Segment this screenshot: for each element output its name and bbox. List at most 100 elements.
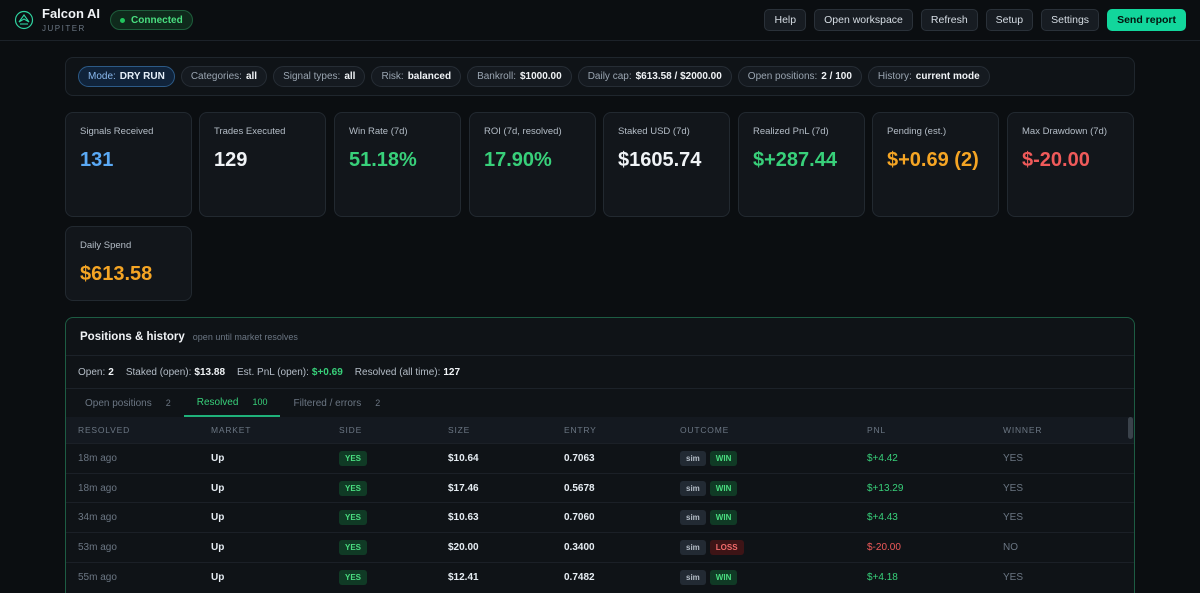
cell-resolved: 55m ago [78,571,117,583]
cell-side: YES [339,510,448,526]
tab-filtered-errors[interactable]: Filtered / errors 2 [280,389,393,417]
positions-tabs: Open positions 2 Resolved 100 Filtered / e… [66,389,1134,417]
help-button[interactable]: Help [764,9,807,31]
cell-entry: 0.5678 [564,482,595,494]
stat-value: $+287.44 [753,149,837,171]
column-header-resolved[interactable]: RESOLVED [78,425,131,435]
cell-pnl: $+4.42 [867,452,898,464]
cell-side: YES [339,450,448,466]
cell-winner: YES [1003,452,1024,464]
cell-resolved: 53m ago [78,541,117,553]
summary-resolved-all-time: Resolved (all time): 127 [355,367,460,378]
open-workspace-button[interactable]: Open workspace [814,9,913,31]
summary-staked-open: Staked (open): $13.88 [126,367,225,378]
stat-label: Trades Executed [214,126,286,137]
positions-summary: Open: 2 Staked (open): $13.88 Est. PnL (op… [66,356,1134,389]
chip-label: History: [877,71,912,82]
filter-chip-bankroll[interactable]: Bankroll: $1000.00 [467,66,572,87]
cell-market: Up [211,571,225,583]
cell-outcome: sim LOSS [680,539,867,555]
column-header-winner[interactable]: WINNER [1003,425,1043,435]
resolved-table: RESOLVED MARKET SIDE SIZE ENTRY OUTCOME … [66,417,1134,591]
mode-badge: sim [680,450,706,466]
column-header-market[interactable]: MARKET [211,425,252,435]
summary-label: Staked (open): [125,366,192,378]
cell-resolved: 18m ago [78,482,117,494]
cell-market: Up [211,512,225,524]
column-header-outcome[interactable]: OUTCOME [680,425,730,435]
chip-label: Risk: [381,71,404,82]
stat-label: Signals Received [80,126,154,137]
tab-resolved[interactable]: Resolved 100 [183,389,281,417]
stat-card-signals-received: Signals Received 131 [65,112,192,217]
table-scrollbar[interactable] [1128,417,1133,439]
stat-card-staked-usd: Staked USD (7d) $1605.74 [603,112,730,217]
stat-label: Daily Spend [80,240,132,251]
header-actions: Help Open workspace Refresh Setup Settin… [764,9,1186,31]
status-dot-icon [120,17,126,23]
cell-entry: 0.7063 [564,452,595,464]
setup-button[interactable]: Setup [985,9,1034,31]
filter-chip-daily-cap[interactable]: Daily cap: $613.58 / $2000.00 [577,66,732,87]
cell-size: $10.64 [448,452,479,464]
connection-status-badge: Connected [110,10,193,30]
table-row[interactable]: 34m ago Up YES $10.63 0.7060 sim WIN $+4.… [66,502,1134,532]
cell-side: YES [339,539,448,555]
chip-value: balanced [407,71,452,82]
cell-resolved: 34m ago [78,512,117,524]
column-header-pnl[interactable]: PNL [867,425,886,435]
tab-label: Open positions [85,397,152,409]
refresh-button[interactable]: Refresh [920,9,978,31]
filter-chip-mode[interactable]: Mode: DRY RUN [78,66,175,87]
stat-label: Staked USD (7d) [618,126,690,137]
stat-card-roi: ROI (7d, resolved) 17.90% [469,112,596,217]
stat-value: $1605.74 [618,149,702,171]
cell-size: $17.46 [448,482,479,494]
settings-button[interactable]: Settings [1041,9,1100,31]
filter-bar: Mode: DRY RUN Categories: all Signal types… [65,57,1135,96]
filter-chip-risk[interactable]: Risk: balanced [371,66,462,87]
tab-open-positions[interactable]: Open positions 2 [72,389,184,417]
top-bar: Falcon AI JUPITER Connected Help Open wo… [0,0,1200,41]
stat-label: ROI (7d, resolved) [484,126,562,137]
cell-winner: YES [1003,482,1024,494]
side-badge: YES [339,569,368,585]
cell-size: $12.41 [448,571,479,583]
cell-winner: YES [1003,571,1024,583]
tab-count: 2 [165,398,171,408]
chip-label: Bankroll: [477,71,516,82]
filter-chip-open-positions[interactable]: Open positions: 2 / 100 [737,66,862,87]
cell-pnl: $+4.18 [867,571,898,583]
cell-side: YES [339,480,448,496]
outcome-badge: WIN [709,569,738,585]
chip-label: Mode: [88,71,116,82]
table-row[interactable]: 18m ago Up YES $17.46 0.5678 sim WIN $+13… [66,472,1134,503]
summary-label: Resolved (all time): [354,366,441,378]
stat-card-win-rate: Win Rate (7d) 51.18% [334,112,461,217]
panel-header: Positions & history open until market re… [66,318,1134,356]
filter-chip-signal-types[interactable]: Signal types: all [273,66,366,87]
column-header-size[interactable]: SIZE [448,425,471,435]
table-row[interactable]: 55m ago Up YES $12.41 0.7482 sim WIN $+4.… [66,561,1134,592]
side-badge: YES [339,539,368,555]
column-header-side[interactable]: SIDE [339,425,363,435]
table-row[interactable]: 53m ago Up YES $20.00 0.3400 sim LOSS $-2… [66,532,1134,562]
column-header-entry[interactable]: ENTRY [564,425,597,435]
chip-label: Signal types: [283,71,341,82]
brand: Falcon AI JUPITER [42,7,100,34]
side-badge: YES [339,480,368,496]
side-badge: YES [339,450,368,466]
outcome-badge: LOSS [709,539,744,555]
falcon-logo-icon [14,10,34,30]
cell-resolved: 18m ago [78,452,117,464]
stat-card-realized-pnl: Realized PnL (7d) $+287.44 [738,112,865,217]
cell-market: Up [211,452,225,464]
connection-status-label: Connected [131,14,183,26]
chip-value: current mode [915,71,980,82]
filter-chip-history[interactable]: History: current mode [867,66,990,87]
send-report-button[interactable]: Send report [1107,9,1186,31]
table-row[interactable]: 18m ago Up YES $10.64 0.7063 sim WIN $+4.… [66,443,1134,473]
summary-label: Est. PnL (open): [237,366,309,378]
filter-chip-categories[interactable]: Categories: all [180,66,268,87]
summary-value: 127 [443,366,461,378]
